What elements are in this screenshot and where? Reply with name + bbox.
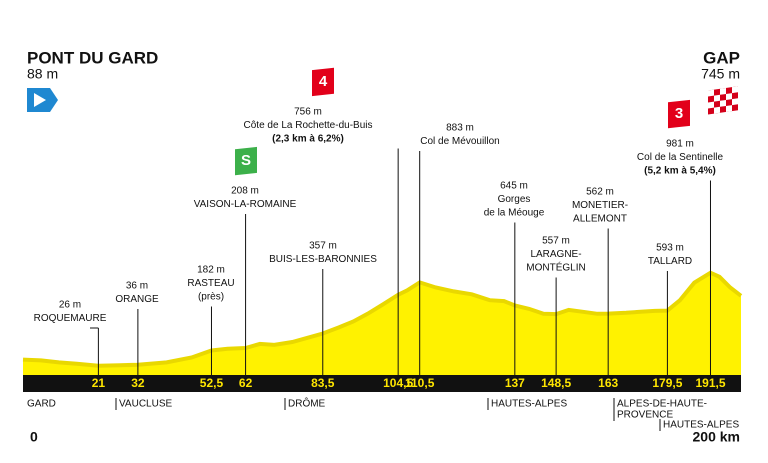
- annotation-text: 557 m: [542, 236, 570, 247]
- km-bar: [23, 375, 741, 392]
- x-tick-label: 21: [92, 376, 106, 390]
- annotation-text: Col de Mévouillon: [420, 136, 500, 147]
- climb-badge: [235, 146, 257, 176]
- x-tick-label: 62: [239, 376, 253, 390]
- annotation-text: 981 m: [666, 139, 694, 150]
- badge-text: 4: [319, 73, 328, 90]
- x-tick-label: 137: [505, 376, 525, 390]
- x-tick-label: 148,5: [541, 376, 571, 390]
- annotation-text: 182 m: [197, 265, 225, 276]
- annotation-text: Côte de La Rochette-du-Buis: [244, 120, 373, 131]
- x-end-label: 200 km: [693, 429, 740, 445]
- region-label: HAUTES-ALPES: [491, 399, 567, 410]
- badge-text: S: [241, 152, 251, 169]
- annotation-text: TALLARD: [648, 256, 692, 267]
- start-arrow: [34, 93, 46, 107]
- x-start-label: 0: [30, 429, 38, 445]
- annotation-note: (2,3 km à 6,2%): [272, 134, 344, 145]
- checker: [726, 93, 732, 100]
- annotation-text: MONTÉGLIN: [526, 261, 585, 274]
- annotation-text: 562 m: [586, 187, 614, 198]
- badge-text: 3: [675, 105, 683, 122]
- annotation-text: VAISON-LA-ROMAINE: [194, 199, 297, 210]
- checker: [726, 105, 732, 112]
- finish-name: GAP: [703, 48, 740, 67]
- start-elevation: 88 m: [27, 66, 58, 82]
- annotation-text: 645 m: [500, 181, 528, 192]
- checker: [732, 98, 738, 106]
- region-label: VAUCLUSE: [119, 399, 172, 410]
- annotation-text: 883 m: [446, 123, 474, 134]
- annotation-text: ORANGE: [115, 294, 159, 305]
- checker: [708, 101, 714, 109]
- x-tick-label: 179,5: [652, 376, 682, 390]
- checker: [720, 99, 726, 107]
- finish-flag: [708, 86, 738, 115]
- x-tick-label: 191,5: [695, 376, 725, 390]
- annotation-text: Col de la Sentinelle: [637, 152, 724, 163]
- annotation-text: 208 m: [231, 186, 259, 197]
- annotation-text: 36 m: [126, 281, 148, 292]
- climb-badge: [668, 99, 690, 129]
- x-tick-label: 32: [131, 376, 145, 390]
- x-tick-label: 52,5: [200, 376, 224, 390]
- annotation-text: (près): [198, 292, 224, 303]
- annotation-text: de la Méouge: [484, 208, 545, 219]
- climb-badge: [312, 67, 334, 97]
- region-label: DRÔME: [288, 397, 326, 410]
- region-label: ALPES-DE-HAUTE-: [617, 399, 707, 410]
- annotation-text: 357 m: [309, 241, 337, 252]
- annotation-text: BUIS-LES-BARONNIES: [269, 254, 377, 265]
- finish-elevation: 745 m: [701, 66, 740, 82]
- annotation-text: RASTEAU: [187, 278, 234, 289]
- region-label: HAUTES-ALPES: [663, 420, 739, 431]
- annotation-text: ROQUEMAURE: [34, 313, 107, 324]
- annotation-text: 26 m: [59, 300, 81, 311]
- x-tick-label: 110,5: [405, 376, 435, 390]
- checker: [714, 106, 720, 114]
- checker: [732, 86, 738, 94]
- start-name: PONT DU GARD: [27, 48, 158, 67]
- annotation-text: ALLEMONT: [573, 214, 627, 225]
- annotation-note: (5,2 km à 5,4%): [644, 166, 716, 177]
- checker: [720, 87, 726, 95]
- region-label: PROVENCE: [617, 410, 673, 421]
- annotation-text: 756 m: [294, 107, 322, 118]
- checker: [708, 89, 714, 97]
- profile-area: [23, 272, 741, 375]
- x-tick-label: 163: [598, 376, 618, 390]
- x-tick-label: 83,5: [311, 376, 335, 390]
- annotation-text: 593 m: [656, 243, 684, 254]
- checker: [714, 94, 720, 102]
- annotation-text: MONETIER-: [572, 200, 628, 211]
- annotation-text: LARAGNE-: [530, 249, 581, 260]
- annotation-text: Gorges: [498, 194, 531, 205]
- region-label: GARD: [27, 399, 56, 410]
- x-tick-label: 104,5: [383, 376, 413, 390]
